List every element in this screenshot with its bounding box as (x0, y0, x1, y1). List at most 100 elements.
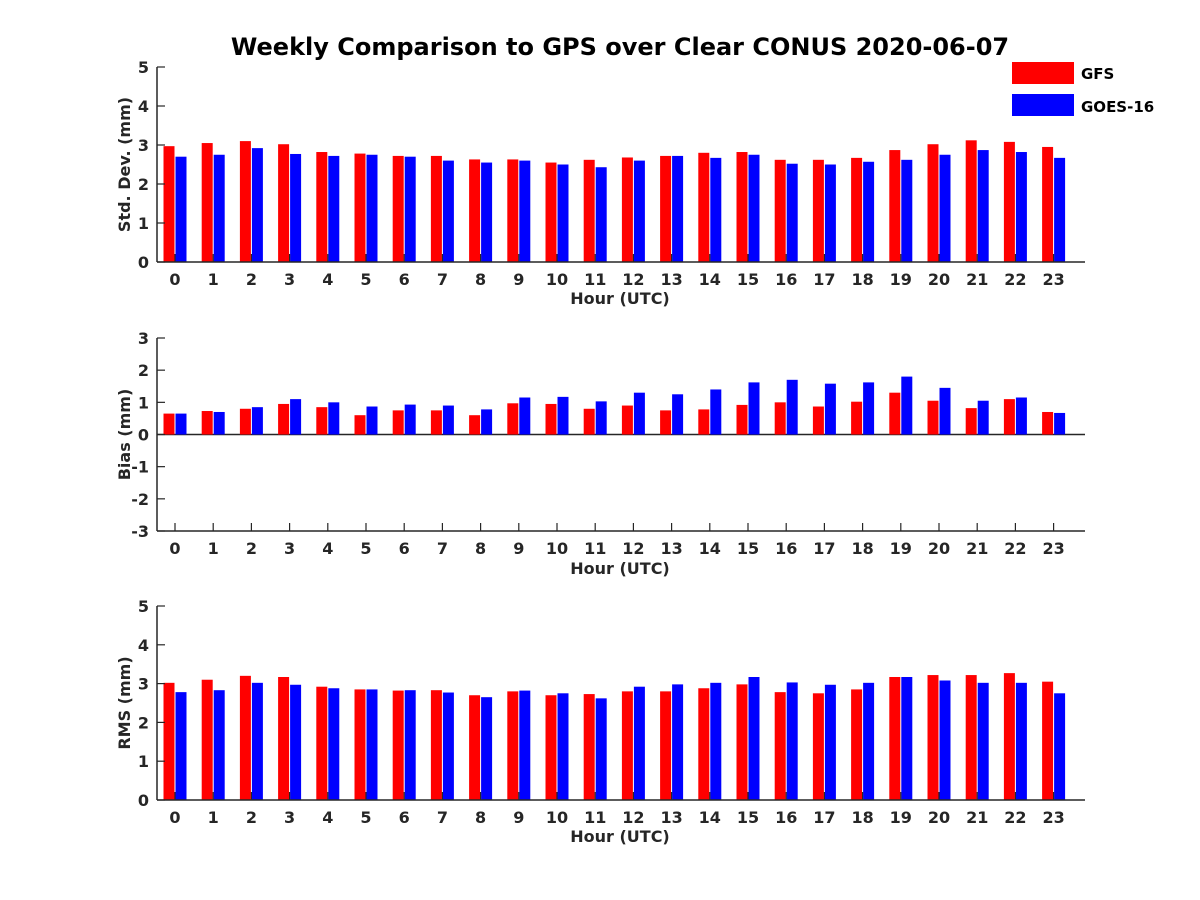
y-tick-label: 5 (138, 58, 149, 77)
x-tick-label: 13 (660, 808, 682, 827)
bar-stddev-gfs-6 (392, 155, 404, 262)
bar-rms-gfs-10 (545, 695, 557, 800)
bar-rms-gfs-6 (392, 690, 404, 800)
bar-stddev-goes16-15 (748, 154, 760, 262)
bar-stddev-gfs-4 (316, 152, 328, 262)
x-tick-label: 2 (246, 539, 257, 558)
x-tick-label: 13 (660, 270, 682, 289)
bar-stddev-gfs-18 (851, 157, 863, 262)
bar-bias-goes16-4 (328, 402, 340, 435)
bar-bias-goes16-22 (1015, 397, 1027, 435)
y-tick-label: -2 (131, 490, 149, 509)
x-tick-label: 3 (284, 270, 295, 289)
y-tick-label: 4 (138, 97, 149, 116)
bar-bias-goes16-8 (481, 409, 493, 435)
bar-rms-goes16-17 (824, 684, 836, 800)
bar-stddev-goes16-12 (633, 160, 645, 262)
bar-rms-goes16-15 (748, 677, 760, 800)
x-tick-label: 7 (437, 539, 448, 558)
bar-rms-goes16-14 (710, 682, 722, 800)
bar-bias-gfs-5 (354, 415, 366, 435)
bar-rms-gfs-9 (507, 691, 519, 800)
x-tick-label: 15 (737, 270, 759, 289)
bar-stddev-gfs-8 (469, 159, 481, 262)
x-tick-label: 10 (546, 808, 568, 827)
y-tick-label: 1 (138, 752, 149, 771)
bar-bias-gfs-6 (392, 410, 404, 435)
y-tick-label: 3 (138, 329, 149, 348)
x-tick-label: 1 (208, 270, 219, 289)
bar-rms-goes16-10 (557, 693, 569, 800)
legend: GFS GOES-16 (1012, 62, 1154, 116)
x-tick-label: 13 (660, 539, 682, 558)
bar-bias-goes16-0 (175, 413, 187, 435)
y-tick-label: 4 (138, 636, 149, 655)
bar-bias-goes16-5 (366, 406, 378, 435)
bar-stddev-gfs-23 (1042, 146, 1054, 262)
x-tick-label: 18 (851, 539, 873, 558)
bar-stddev-gfs-20 (927, 144, 939, 262)
bar-bias-gfs-18 (851, 401, 863, 435)
bar-rms-goes16-20 (939, 680, 951, 800)
bar-bias-gfs-4 (316, 407, 328, 435)
bar-stddev-goes16-0 (175, 156, 187, 262)
bar-rms-gfs-19 (889, 677, 901, 800)
legend-swatch-gfs (1012, 62, 1074, 84)
bar-bias-goes16-3 (290, 399, 302, 435)
bar-rms-gfs-3 (278, 677, 290, 800)
x-tick-label: 3 (284, 808, 295, 827)
bar-stddev-gfs-11 (583, 159, 595, 262)
bar-rms-goes16-4 (328, 688, 340, 800)
x-tick-label: 2 (246, 270, 257, 289)
bar-rms-goes16-22 (1015, 682, 1027, 800)
x-tick-label: 11 (584, 539, 606, 558)
bar-bias-gfs-12 (621, 405, 633, 435)
bar-rms-gfs-15 (736, 684, 748, 800)
x-tick-label: 8 (475, 270, 486, 289)
bar-stddev-goes16-3 (290, 153, 302, 262)
bar-stddev-goes16-19 (901, 159, 913, 262)
x-tick-label: 0 (169, 270, 180, 289)
bar-stddev-goes16-2 (251, 148, 263, 262)
bar-stddev-goes16-16 (786, 163, 798, 262)
bar-stddev-goes16-13 (672, 155, 684, 262)
bar-rms-gfs-20 (927, 675, 939, 800)
bar-rms-gfs-12 (621, 691, 633, 800)
bar-bias-goes16-10 (557, 396, 569, 435)
x-tick-label: 18 (851, 270, 873, 289)
x-tick-label: 20 (928, 539, 950, 558)
bar-rms-goes16-2 (251, 682, 263, 800)
x-tick-label: 15 (737, 808, 759, 827)
x-tick-label: 22 (1004, 270, 1026, 289)
bar-stddev-goes16-5 (366, 154, 378, 262)
bar-rms-goes16-11 (595, 698, 607, 800)
bar-bias-goes16-14 (710, 389, 722, 435)
bar-bias-goes16-16 (786, 379, 798, 435)
bar-bias-goes16-13 (672, 394, 684, 435)
bar-rms-gfs-13 (660, 691, 672, 800)
x-tick-label: 20 (928, 808, 950, 827)
bar-bias-gfs-22 (1003, 399, 1015, 435)
x-tick-label: 14 (699, 539, 721, 558)
bar-stddev-gfs-16 (774, 159, 786, 262)
bar-rms-goes16-1 (213, 690, 225, 800)
bar-rms-goes16-13 (672, 684, 684, 800)
x-tick-label: 11 (584, 270, 606, 289)
x-tick-label: 0 (169, 539, 180, 558)
bar-rms-gfs-8 (469, 695, 481, 800)
bar-rms-goes16-6 (404, 690, 416, 800)
x-tick-label: 11 (584, 808, 606, 827)
bar-bias-gfs-9 (507, 403, 519, 435)
bar-bias-gfs-14 (698, 409, 710, 435)
y-tick-label: -1 (131, 458, 149, 477)
x-tick-label: 18 (851, 808, 873, 827)
x-tick-label: 0 (169, 808, 180, 827)
bar-bias-gfs-23 (1042, 411, 1054, 435)
bar-rms-gfs-4 (316, 686, 328, 800)
bar-stddev-gfs-0 (163, 146, 175, 262)
bar-bias-goes16-9 (519, 397, 531, 435)
